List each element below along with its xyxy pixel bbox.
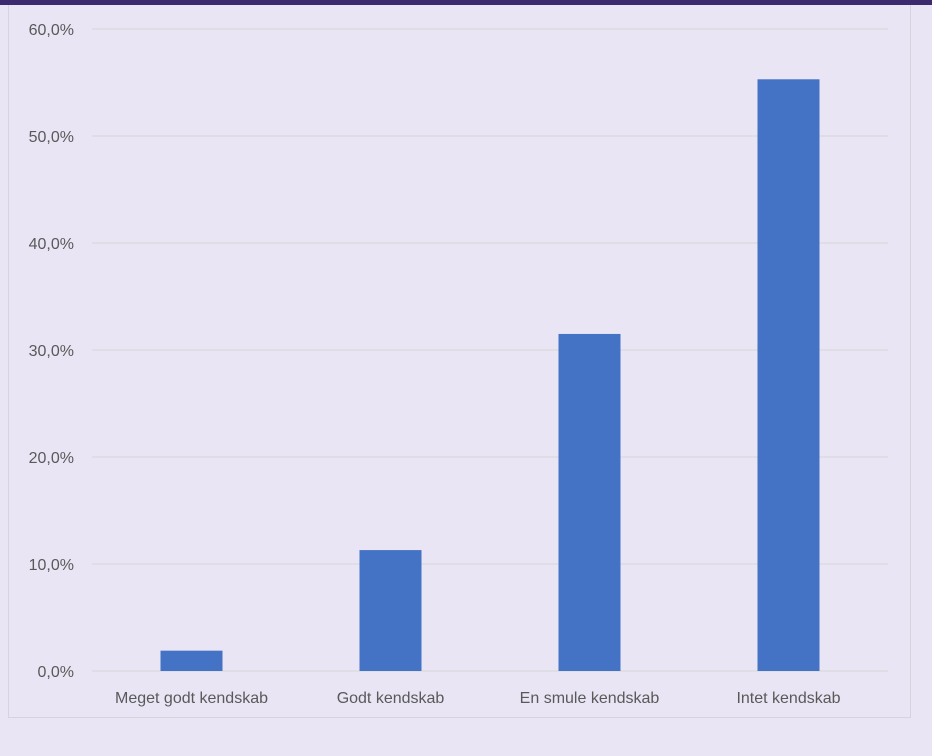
top-band	[0, 0, 932, 5]
y-tick-label: 30,0%	[29, 343, 74, 360]
bar	[757, 79, 820, 672]
bar	[558, 333, 621, 671]
y-axis-tick-labels: 0,0% 10,0% 20,0% 30,0% 40,0% 50,0% 60,0%	[29, 22, 74, 681]
x-tick-label: Meget godt kendskab	[115, 690, 268, 707]
gridlines	[92, 28, 888, 672]
y-tick-label: 60,0%	[29, 22, 74, 39]
x-tick-label: Godt kendskab	[337, 690, 445, 707]
y-tick-label: 50,0%	[29, 129, 74, 146]
y-tick-label: 40,0%	[29, 236, 74, 253]
x-axis-tick-labels: Meget godt kendskab Godt kendskab En smule…	[115, 690, 841, 707]
chart-frame	[8, 5, 911, 718]
bar	[359, 550, 422, 671]
y-tick-label: 10,0%	[29, 557, 74, 574]
x-tick-label: Intet kendskab	[736, 690, 840, 707]
y-tick-label: 0,0%	[38, 664, 74, 681]
x-tick-label: En smule kendskab	[520, 690, 660, 707]
bars	[160, 79, 820, 672]
y-tick-label: 20,0%	[29, 450, 74, 467]
bar	[160, 650, 223, 671]
